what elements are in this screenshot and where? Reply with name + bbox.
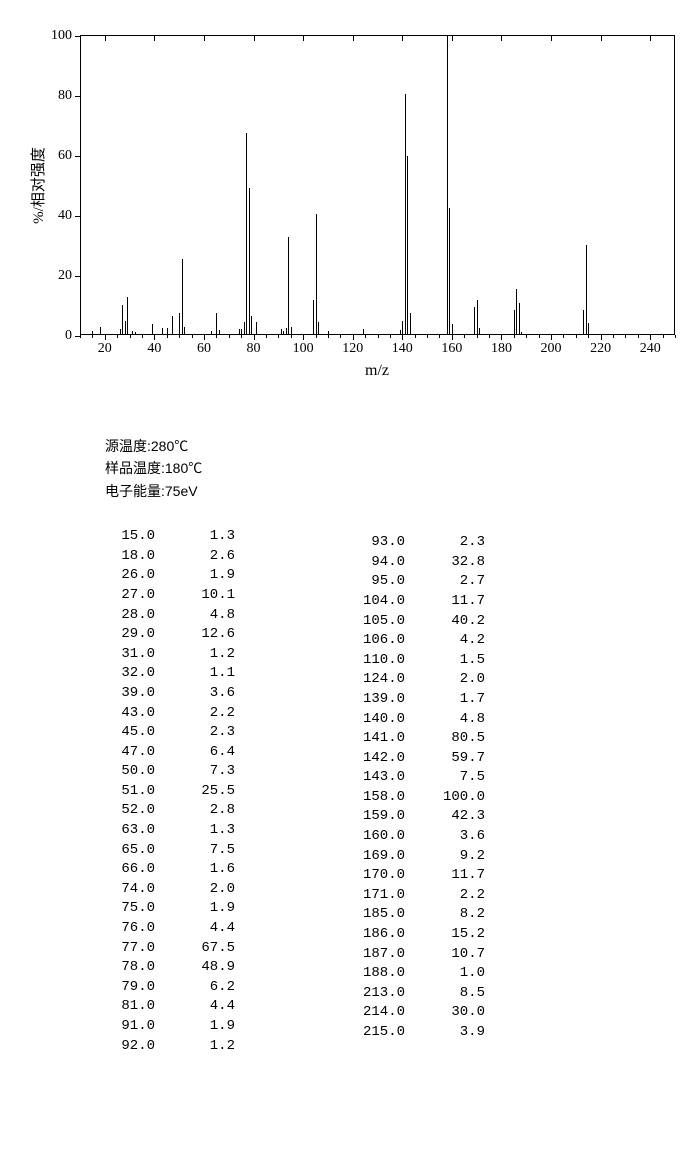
data-column-right: 93.0 94.0 95.0 104.0 105.0 106.0 110.0 1…	[325, 533, 485, 1056]
spectrum-peak	[172, 316, 173, 335]
data-column-left: 15.0 18.0 26.0 27.0 28.0 29.0 31.0 32.0 …	[75, 527, 235, 1056]
spectrum-peak	[244, 322, 245, 335]
y-tick-label: 60	[42, 148, 72, 164]
right-mz-values: 93.0 94.0 95.0 104.0 105.0 106.0 110.0 1…	[325, 533, 405, 1056]
spectrum-peak	[100, 327, 101, 335]
x-axis-label: m/z	[80, 362, 674, 380]
x-tick-label: 100	[293, 341, 314, 357]
y-tick-label: 20	[42, 268, 72, 284]
spectrum-peak	[452, 324, 453, 335]
spectrum-peak	[363, 329, 364, 335]
spectrum-peak	[588, 323, 589, 335]
x-tick-label: 200	[541, 341, 562, 357]
spectrum-peak	[286, 328, 287, 335]
spectrum-peak	[256, 322, 257, 335]
spectrum-peak	[516, 289, 517, 335]
spectrum-peak	[125, 321, 126, 335]
meta-sample-temp: 样品温度:180℃	[105, 457, 672, 479]
spectrum-peak	[122, 305, 123, 335]
spectrum-peak	[92, 331, 93, 335]
spectrum-peak	[521, 332, 522, 335]
spectrum-peak	[211, 331, 212, 335]
spectrum-peak	[179, 313, 180, 335]
spectrum-peak	[132, 331, 133, 335]
x-tick-label: 60	[197, 341, 211, 357]
spectrum-peak	[410, 313, 411, 336]
spectrum-peak	[216, 313, 217, 336]
x-tick-label: 20	[98, 341, 112, 357]
spectrum-peak	[313, 300, 314, 335]
spectrum-peak	[281, 329, 282, 335]
spectrum-peak	[291, 327, 292, 335]
left-intensity-values: 1.3 2.6 1.9 10.1 4.8 12.6 1.2 1.1 3.6 2.…	[155, 527, 235, 1056]
x-tick-label: 240	[640, 341, 661, 357]
y-axis-line	[80, 36, 81, 335]
spectrum-peak	[239, 329, 240, 335]
spectrum-peak	[407, 156, 408, 335]
spectrum-peak	[405, 94, 406, 336]
x-tick-label: 80	[247, 341, 261, 357]
spectrum-peak	[328, 331, 329, 336]
spectrum-peak	[583, 310, 584, 336]
spectrum-peak	[135, 332, 136, 335]
plot-area: m/z 020406080100204060801001201401601802…	[80, 35, 675, 335]
spectrum-peak	[184, 327, 185, 335]
spectrum-peak	[318, 322, 319, 335]
spectrum-peak	[477, 300, 478, 335]
spectrum-peak	[474, 307, 475, 335]
spectrum-peak	[400, 330, 401, 335]
spectrum-peak	[167, 328, 168, 335]
y-tick-label: 100	[42, 28, 72, 44]
spectrum-peak	[249, 188, 250, 335]
meta-source-temp: 源温度:280℃	[105, 435, 672, 457]
spectrum-peak	[246, 133, 247, 336]
y-tick-label: 40	[42, 208, 72, 224]
spectrum-peak	[402, 321, 403, 335]
metadata-block: 源温度:280℃ 样品温度:180℃ 电子能量:75eV	[105, 435, 672, 502]
spectrum-peak	[219, 330, 220, 335]
spectrum-peak	[162, 328, 163, 335]
spectrum-peak	[447, 35, 448, 335]
x-tick-label: 120	[342, 341, 363, 357]
right-intensity-values: 2.3 32.8 2.7 11.7 40.2 4.2 1.5 2.0 1.7 4…	[405, 533, 485, 1056]
spectrum-peak	[519, 303, 520, 335]
x-tick-label: 180	[491, 341, 512, 357]
spectrum-peak	[449, 208, 450, 335]
y-tick-label: 0	[42, 328, 72, 344]
spectrum-peak	[152, 324, 153, 335]
spectrum-peak	[251, 316, 252, 335]
spectrum-chart: %/相对强度 m/z 02040608010020406080100120140…	[25, 25, 672, 395]
spectrum-peak	[479, 328, 480, 335]
y-axis-label-container: %/相对强度	[27, 25, 47, 345]
y-tick-label: 80	[42, 88, 72, 104]
peak-data-table: 15.0 18.0 26.0 27.0 28.0 29.0 31.0 32.0 …	[75, 527, 672, 1056]
spectrum-peak	[514, 310, 515, 335]
spectrum-peak	[288, 237, 289, 335]
meta-electron-energy: 电子能量:75eV	[105, 480, 672, 502]
spectrum-peak	[316, 214, 317, 335]
x-tick-label: 140	[392, 341, 413, 357]
spectrum-peak	[120, 329, 121, 335]
spectrum-peak	[283, 331, 284, 335]
spectrum-peak	[182, 259, 183, 336]
spectrum-peak	[241, 329, 242, 335]
x-tick-label: 220	[590, 341, 611, 357]
x-tick-label: 160	[441, 341, 462, 357]
spectrum-peak	[586, 245, 587, 335]
left-mz-values: 15.0 18.0 26.0 27.0 28.0 29.0 31.0 32.0 …	[75, 527, 155, 1056]
spectrum-peak	[127, 297, 128, 335]
x-tick-label: 40	[147, 341, 161, 357]
